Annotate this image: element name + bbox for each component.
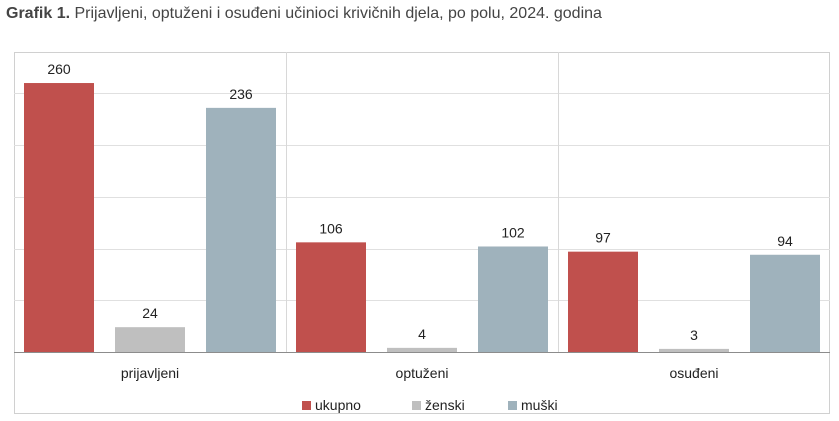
bar-ženski-osuđeni — [659, 348, 729, 352]
bar-muški-optuženi — [478, 246, 548, 352]
value-label: 236 — [229, 86, 253, 102]
legend-swatch-ženski — [412, 401, 421, 410]
value-label: 102 — [501, 224, 525, 240]
chart-frame — [14, 52, 830, 414]
legend-label: ženski — [425, 397, 465, 413]
category-label: optuženi — [396, 365, 449, 381]
bar-ženski-prijavljeni — [115, 327, 185, 352]
bar-muški-prijavljeni — [206, 107, 276, 353]
value-label: 260 — [47, 61, 71, 77]
chart-title-text: Prijavljeni, optuženi i osuđeni učinioci… — [74, 5, 602, 22]
legend-swatch-ukupno — [302, 401, 311, 410]
value-label: 94 — [777, 233, 793, 249]
value-label: 3 — [690, 327, 698, 343]
legend-label: muški — [521, 397, 558, 413]
value-label: 4 — [418, 326, 426, 342]
value-label: 106 — [319, 220, 343, 236]
legend-swatch-muški — [508, 401, 517, 410]
chart-title-label: Grafik 1. — [6, 5, 71, 22]
category-label: osuđeni — [669, 365, 718, 381]
value-label: 24 — [142, 305, 158, 321]
bar-muški-osuđeni — [750, 254, 820, 352]
bar-ženski-optuženi — [387, 347, 457, 352]
bar-ukupno-osuđeni — [568, 251, 638, 352]
chart-title: Grafik 1. Prijavljeni, optuženi i osuđen… — [6, 5, 602, 23]
category-label: prijavljeni — [121, 365, 179, 381]
bar-ukupno-prijavljeni — [24, 83, 94, 352]
bar-ukupno-optuženi — [296, 242, 366, 352]
legend-label: ukupno — [315, 397, 361, 413]
value-label: 97 — [595, 230, 611, 246]
